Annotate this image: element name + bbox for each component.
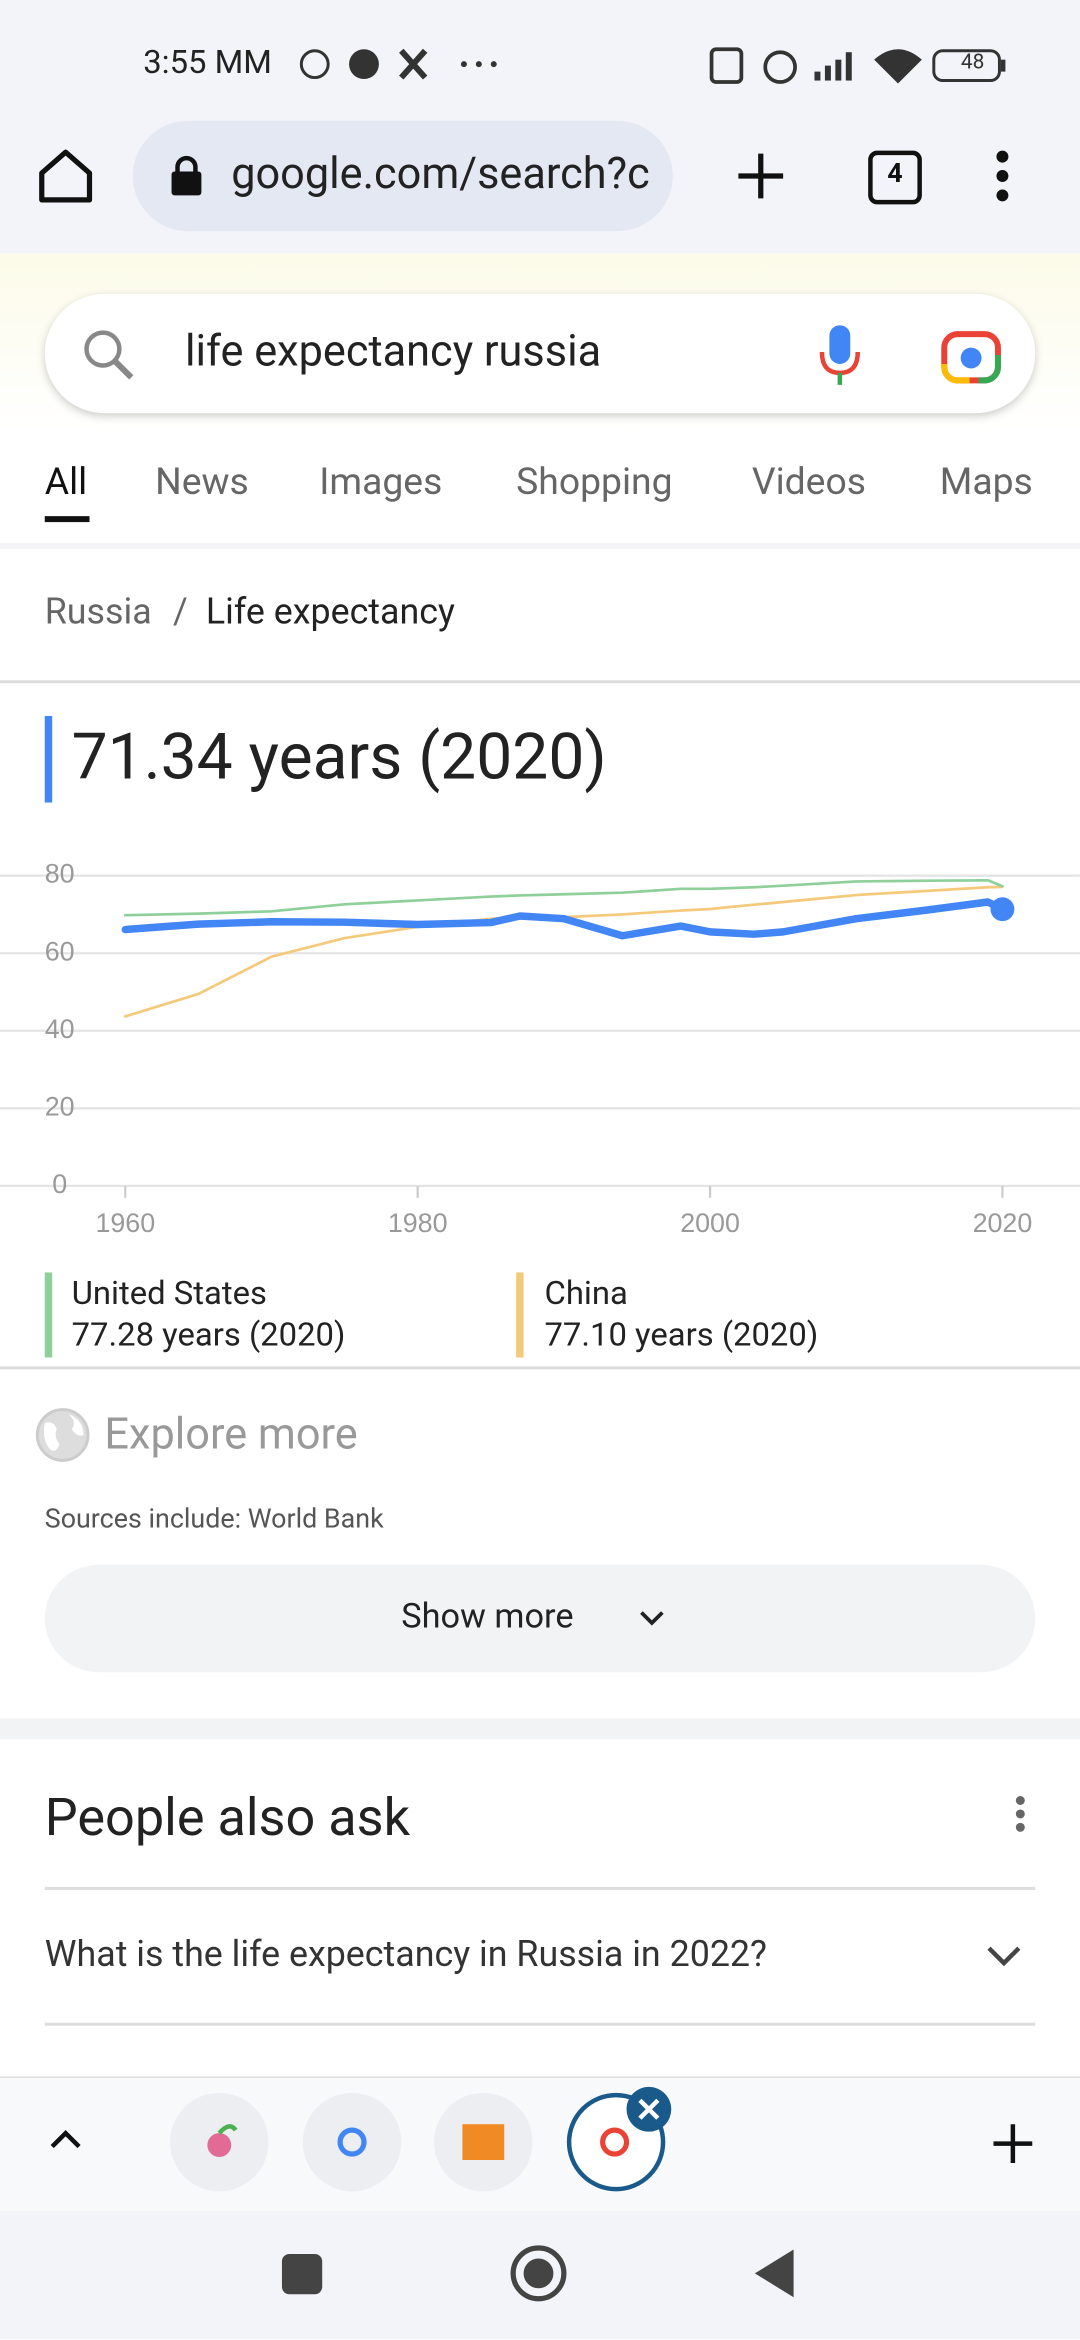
tab-thumb[interactable]: [302, 2092, 402, 2192]
breadcrumb-item: Life expectancy: [205, 590, 455, 633]
legend-name: China: [544, 1275, 628, 1313]
legend-name: United States: [71, 1275, 267, 1313]
sources: Sources include: World Bank: [44, 1503, 384, 1535]
paa-menu[interactable]: [1011, 1795, 1029, 1837]
explore-more[interactable]: Explore more: [104, 1409, 358, 1461]
voice-search[interactable]: [817, 322, 862, 388]
search-box[interactable]: [44, 293, 1036, 414]
nav-buttons[interactable]: [269, 2238, 806, 2313]
active-tab-indicator: [44, 516, 90, 523]
legend-swatch: [516, 1272, 524, 1358]
system-icons: [709, 47, 1006, 84]
chevron: [640, 1611, 664, 1626]
y-tick-label: 40: [45, 1014, 75, 1044]
x-tick-label: 1960: [95, 1208, 155, 1238]
x-tick-label: 2020: [973, 1208, 1033, 1238]
lock-icon: [171, 155, 202, 196]
tab-favicons: [207, 2124, 630, 2160]
search-tab[interactable]: All: [44, 460, 88, 505]
globe-icon: [35, 1408, 90, 1462]
latest-point: [990, 897, 1015, 922]
x-tick-label: 2000: [680, 1208, 740, 1238]
chart: 0 20 40 60 80 1960 1980 2000 2020: [0, 859, 1080, 1238]
url-text: google.com/search?c: [231, 149, 650, 200]
divider: [0, 1366, 1080, 1370]
section-gap: [0, 1718, 1080, 1740]
menu-button[interactable]: [990, 149, 1014, 203]
series-line: [121, 898, 1007, 940]
y-tick-label: 0: [52, 1169, 67, 1199]
headline-accent: [44, 716, 53, 803]
home-button[interactable]: [36, 146, 96, 206]
close-tab[interactable]: [625, 2085, 673, 2133]
y-tick-label: 60: [45, 936, 75, 966]
show-more-label: Show more: [401, 1596, 574, 1637]
y-tick-label: 20: [45, 1091, 75, 1121]
expand-tabs[interactable]: [48, 2127, 84, 2151]
battery-level: 48: [960, 50, 985, 75]
status-icons: [299, 48, 497, 80]
tab-count: 4: [887, 158, 903, 190]
new-tab-button[interactable]: [734, 149, 788, 203]
search-tab[interactable]: Maps: [939, 460, 1033, 505]
show-more-button[interactable]: [44, 1564, 1036, 1673]
lens-search[interactable]: [940, 325, 1003, 385]
legend-value: 77.10 years (2020): [544, 1317, 819, 1355]
breadcrumb-separator: /: [173, 590, 188, 633]
url-bar[interactable]: [132, 120, 673, 232]
headline-value: 71.34 years (2020): [71, 720, 607, 796]
paa-question[interactable]: What is the life expectancy in Russia in…: [44, 1933, 767, 1976]
add-tab[interactable]: [990, 2121, 1035, 2166]
series-line: [123, 878, 1004, 917]
divider: [0, 680, 1080, 684]
divider: [44, 1887, 1036, 1890]
search-tab[interactable]: Videos: [751, 460, 866, 505]
legend-swatch: [44, 1272, 53, 1358]
y-tick-label: 80: [45, 859, 75, 889]
search-query: life expectancy russia: [184, 326, 602, 378]
search-icon: [84, 330, 134, 380]
search-tab[interactable]: News: [155, 460, 249, 505]
status-time: 3:55 MM: [143, 44, 272, 83]
search-tab[interactable]: Images: [319, 460, 443, 505]
paa-title: People also ask: [44, 1787, 411, 1849]
legend-value: 77.28 years (2020): [71, 1317, 346, 1355]
search-tab[interactable]: Shopping: [516, 460, 673, 505]
tab-switcher[interactable]: [868, 150, 922, 205]
x-tick-label: 1980: [388, 1208, 448, 1238]
series-line: [123, 885, 1004, 1018]
divider: [0, 542, 1080, 549]
chevron: [987, 1946, 1021, 1967]
breadcrumb-item[interactable]: Russia: [44, 590, 152, 633]
divider: [44, 2022, 1036, 2026]
